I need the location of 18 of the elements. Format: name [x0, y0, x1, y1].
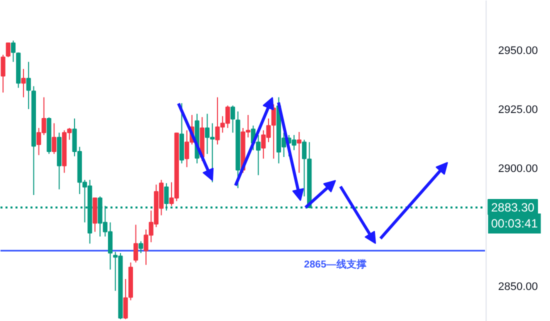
- candlestick: [230, 105, 236, 134]
- candlestick: [6, 42, 10, 58]
- candlestick: [138, 240, 144, 254]
- y-tick-label: 2950.00: [498, 45, 538, 58]
- y-tick-label: 2850.00: [498, 281, 538, 294]
- candlestick: [21, 68, 26, 98]
- text: 00:03:41: [491, 216, 538, 230]
- candlestick: [292, 134, 296, 151]
- candlestick: [52, 122, 56, 154]
- ref-line-label: 2883.30: [491, 200, 535, 214]
- candlestick: [0, 54, 6, 94]
- y-tick-label: 2900.00: [498, 163, 538, 176]
- y-tick-label: 2925.00: [498, 104, 538, 116]
- candlestick: [123, 278, 128, 320]
- ref-line-label: 2865—线支撑: [304, 258, 366, 271]
- candlestick: [296, 131, 302, 174]
- candlestick: [134, 224, 138, 263]
- candlestick: [26, 61, 31, 110]
